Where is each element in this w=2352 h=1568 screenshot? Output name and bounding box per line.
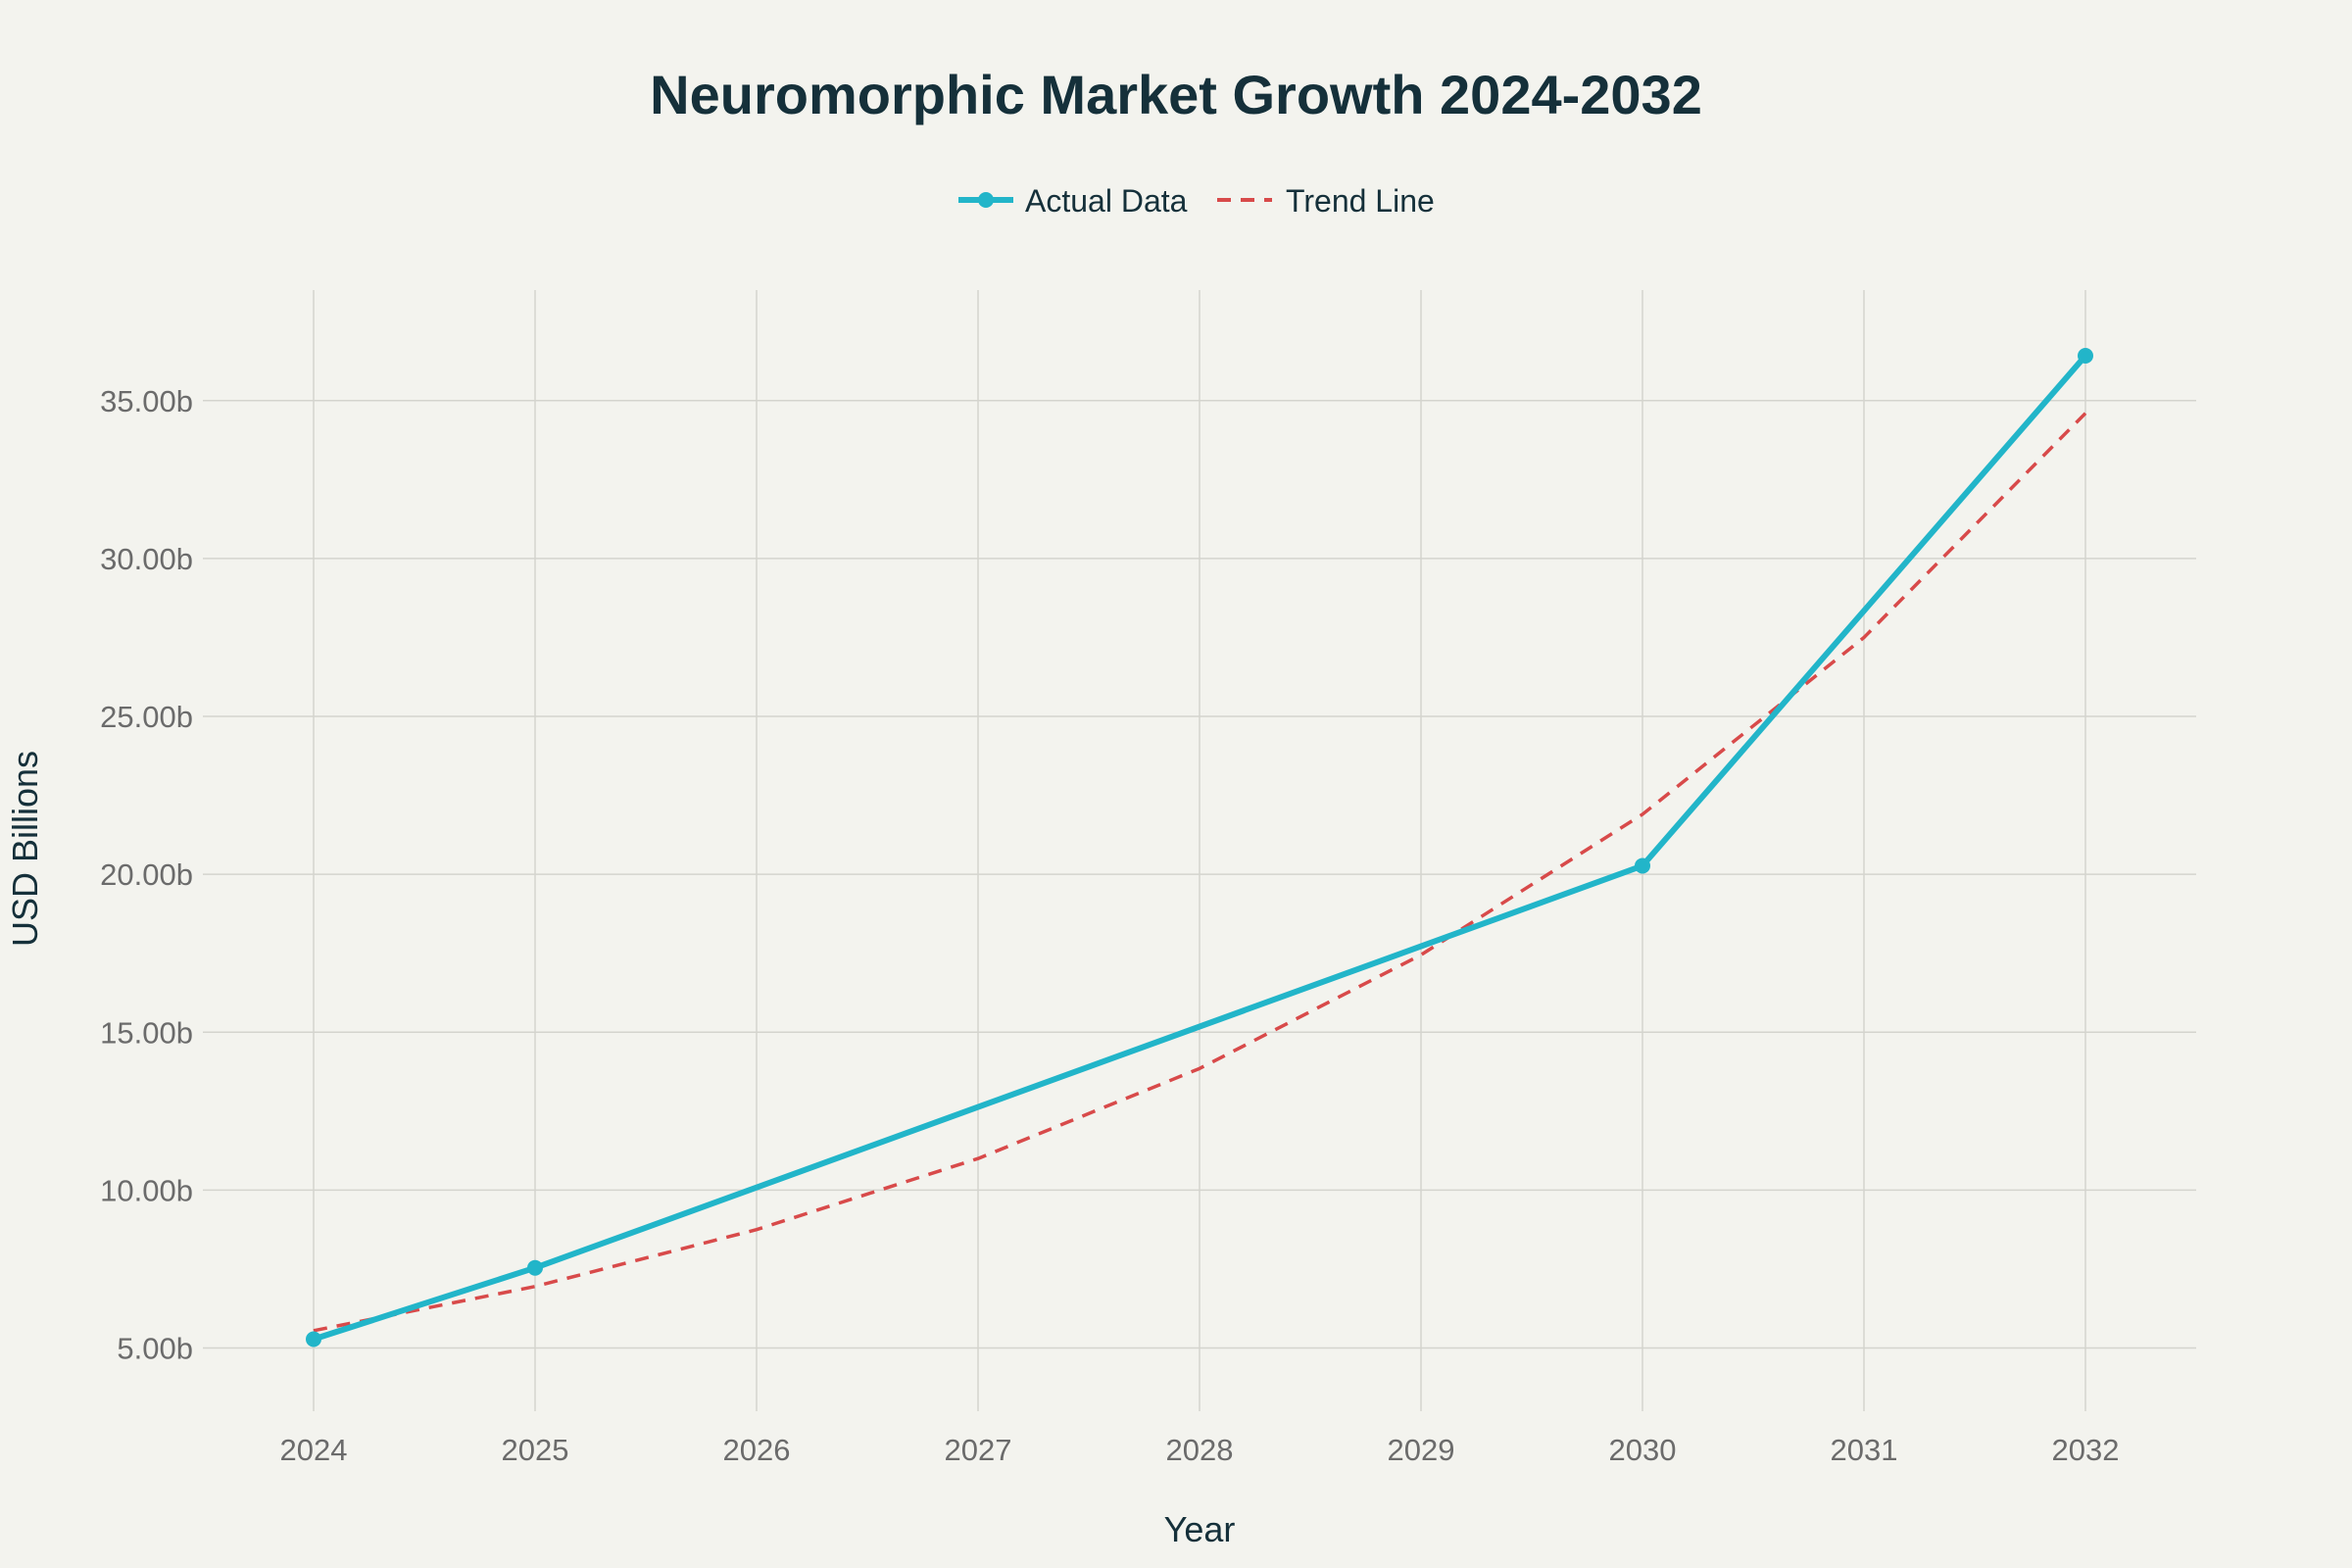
grid [203,290,2196,1411]
x-axis-label: Year [1164,1509,1236,1549]
y-tick-label: 10.00b [100,1173,193,1207]
x-tick-label: 2032 [2052,1433,2120,1467]
y-axis-label: USD Billions [5,751,45,947]
legend-item-actual[interactable]: Actual Data [958,183,1188,219]
actual-data-point[interactable] [527,1259,543,1276]
x-tick-label: 2031 [1831,1433,1898,1467]
x-tick-label: 2028 [1166,1433,1234,1467]
legend-item-trend[interactable]: Trend Line [1217,183,1435,219]
y-tick-label: 5.00b [117,1332,193,1366]
actual-data-point[interactable] [1635,858,1650,874]
series-actual-line [313,354,2088,1343]
y-tick-label: 15.00b [100,1015,193,1050]
actual-data-point[interactable] [2078,348,2093,365]
x-tick-label: 2026 [723,1433,791,1467]
x-tick-label: 2024 [280,1433,348,1467]
x-tick-label: 2030 [1609,1433,1677,1467]
x-tick-label: 2027 [945,1433,1012,1467]
x-tick-label: 2029 [1388,1433,1455,1467]
legend-actual-marker [978,192,994,208]
y-tick-label: 20.00b [100,858,193,892]
actual-data-point[interactable] [306,1331,321,1348]
legend-trend-label: Trend Line [1286,183,1435,219]
plot-series [306,348,2093,1348]
x-tick-label: 2025 [502,1433,569,1467]
y-tick-label: 30.00b [100,542,193,576]
y-tick-label: 35.00b [100,384,193,418]
legend-actual-label: Actual Data [1025,183,1188,219]
chart-title: Neuromorphic Market Growth 2024-2032 [650,64,1702,125]
y-tick-label: 25.00b [100,700,193,734]
legend: Actual Data Trend Line [958,183,1435,219]
x-axis-ticks: 2024 2025 2026 2027 2028 2029 2030 2031 2032 [280,1433,2120,1467]
y-axis-ticks: 5.00b 10.00b 15.00b 20.00b 25.00b 30.00b 35.00… [100,384,193,1366]
